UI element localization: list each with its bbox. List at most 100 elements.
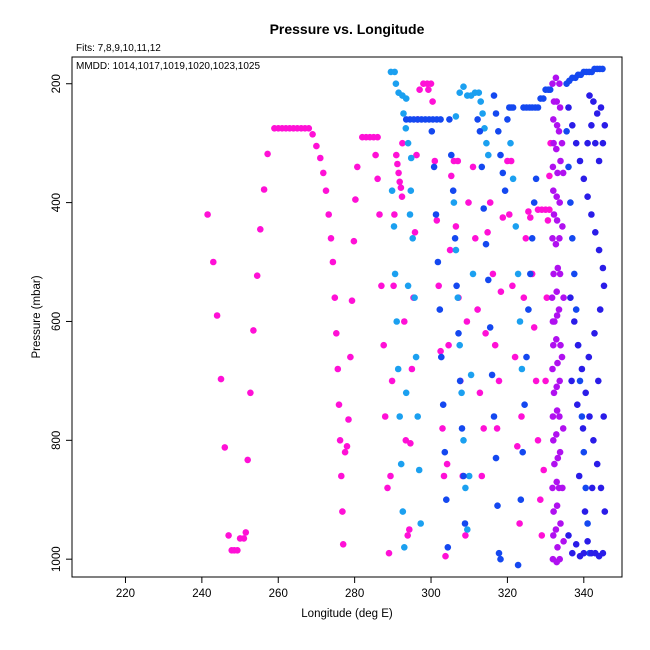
data-point [553, 336, 560, 343]
data-point [476, 389, 484, 397]
data-point [507, 139, 514, 147]
data-point [412, 353, 420, 361]
data-point [601, 508, 609, 515]
data-point [558, 139, 566, 147]
data-point [595, 246, 603, 254]
data-point [553, 193, 560, 200]
data-point [580, 549, 588, 557]
data-point [584, 538, 591, 545]
data-point [581, 508, 589, 515]
data-point [391, 68, 399, 76]
data-point [532, 377, 540, 385]
data-point [556, 555, 563, 563]
data-point [550, 270, 557, 278]
data-point [460, 83, 467, 90]
y-tick-label: 200 [51, 74, 63, 93]
data-point [374, 175, 381, 183]
data-point [490, 413, 498, 420]
data-point [571, 270, 578, 278]
data-point [435, 282, 443, 290]
data-point [483, 139, 490, 147]
data-point [550, 341, 557, 349]
data-point [397, 184, 405, 191]
data-point [597, 484, 605, 492]
data-point [554, 454, 562, 462]
data-point [325, 211, 333, 218]
x-axis: 220 240 260 280 300 320 340 [116, 576, 593, 600]
data-point [592, 139, 599, 147]
data-point [553, 383, 560, 391]
data-point [432, 211, 440, 218]
data-point [582, 389, 589, 397]
y-axis: 200 400 600 800 1000 [51, 74, 73, 572]
data-point [393, 318, 401, 325]
data-point [585, 353, 593, 361]
data-point [425, 86, 432, 93]
data-point [549, 163, 557, 171]
data-point [551, 318, 558, 325]
data-point [556, 235, 563, 242]
data-point [592, 229, 599, 236]
data-point [488, 371, 496, 379]
data-point [586, 413, 593, 420]
data-point [528, 235, 536, 242]
data-point [486, 324, 494, 331]
data-point [552, 74, 560, 82]
data-point [463, 318, 471, 325]
data-point [525, 306, 532, 313]
data-point [404, 282, 412, 290]
data-point [556, 377, 563, 385]
data-point [497, 555, 504, 563]
data-point [574, 401, 581, 409]
data-point [445, 341, 452, 349]
data-point [553, 145, 560, 153]
data-point [525, 208, 532, 215]
data-point [320, 169, 327, 177]
data-point [451, 235, 459, 242]
data-point [584, 139, 591, 147]
data-point [544, 217, 552, 224]
data-point [402, 95, 410, 102]
data-point [433, 217, 441, 224]
data-point [551, 460, 558, 468]
data-point [402, 389, 410, 397]
data-point [559, 223, 566, 230]
data-point [317, 154, 324, 162]
data-point [482, 240, 490, 248]
data-point [350, 237, 358, 245]
data-point [336, 437, 344, 444]
data-point [384, 484, 391, 492]
data-point [578, 413, 586, 420]
data-point [407, 154, 415, 162]
data-point [534, 437, 542, 444]
data-point [506, 211, 513, 218]
data-point [527, 214, 534, 221]
data-point [509, 282, 516, 290]
data-point [339, 541, 347, 548]
data-point [557, 520, 564, 527]
data-point [514, 443, 521, 450]
data-point [571, 318, 578, 325]
data-point [397, 460, 405, 468]
data-point [442, 552, 449, 560]
data-point [391, 270, 399, 278]
data-point [338, 472, 345, 480]
data-point [234, 547, 241, 554]
data-point [516, 318, 524, 325]
data-point [600, 413, 607, 420]
data-point [477, 98, 485, 105]
data-point [540, 466, 547, 474]
mmdd-subtitle: MMDD: 1014,1017,1019,1020,1023,1025 [76, 61, 260, 72]
data-point [565, 532, 572, 539]
data-point [334, 365, 342, 373]
data-point [550, 389, 558, 397]
data-point [549, 484, 556, 492]
data-point [499, 169, 507, 177]
data-point [489, 270, 497, 278]
data-point [427, 80, 435, 87]
data-point [448, 151, 455, 159]
data-point [354, 163, 361, 171]
data-point [221, 444, 229, 451]
data-point [595, 377, 602, 385]
data-point [569, 549, 576, 557]
